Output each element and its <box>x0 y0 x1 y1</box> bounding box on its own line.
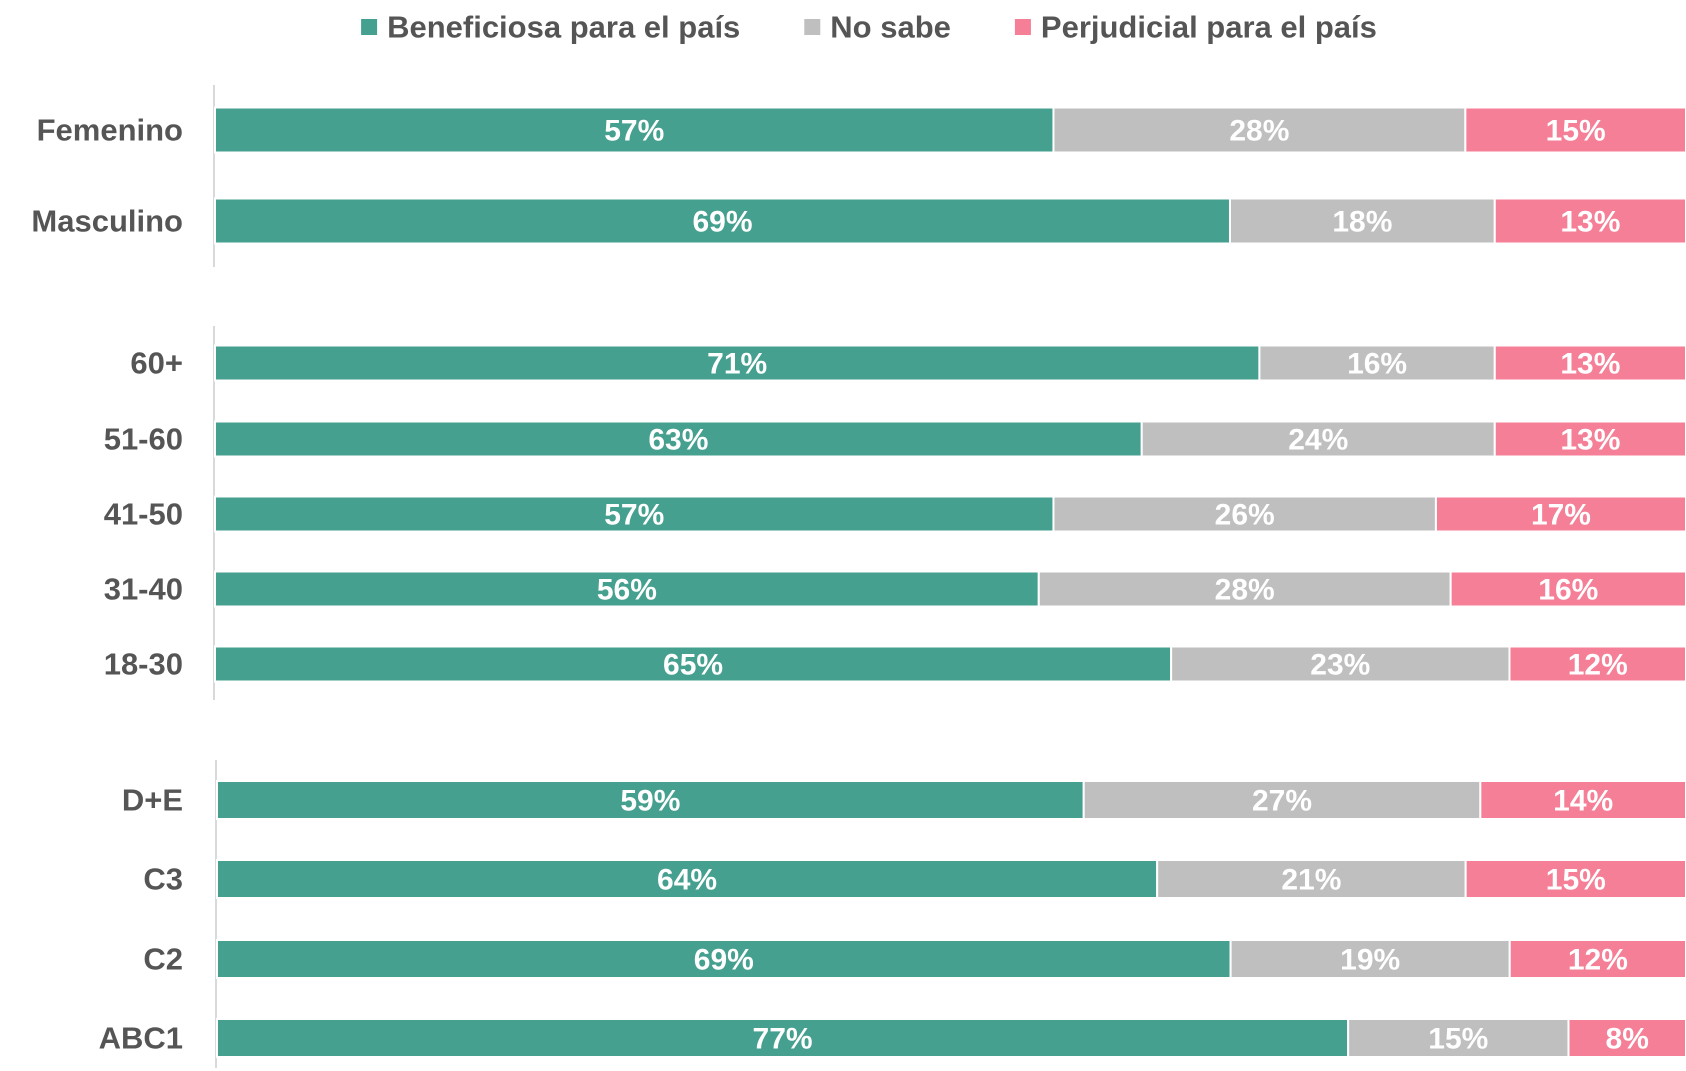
bar-segment <box>214 645 1173 683</box>
bar-segment <box>1493 344 1686 382</box>
data-label: 13% <box>1560 348 1620 381</box>
category-label: 41-50 <box>104 497 183 532</box>
data-label: 63% <box>648 424 708 457</box>
data-label: 15% <box>1428 1023 1488 1056</box>
data-label: 65% <box>663 649 723 682</box>
data-label: 77% <box>753 1023 813 1056</box>
data-label: 13% <box>1560 206 1620 239</box>
data-label: 16% <box>1347 348 1407 381</box>
bar-segment <box>1052 495 1437 533</box>
data-label: 19% <box>1340 944 1400 977</box>
bar-segment <box>216 780 1085 820</box>
data-label: 21% <box>1281 864 1341 897</box>
bar-segment <box>214 106 1055 154</box>
bar-segment <box>214 197 1231 245</box>
category-label: D+E <box>122 783 183 818</box>
data-label: 24% <box>1288 424 1348 457</box>
category-label: 60+ <box>130 346 183 381</box>
bar-segment <box>1508 939 1686 979</box>
category-label: 51-60 <box>104 422 183 457</box>
data-label: 57% <box>604 115 664 148</box>
category-label: C2 <box>143 942 183 977</box>
bar-segment <box>1228 197 1496 245</box>
legend-label: Perjudicial para el país <box>1041 10 1377 45</box>
bar-segment <box>1052 106 1467 154</box>
data-label: 71% <box>707 348 767 381</box>
data-label: 59% <box>620 785 680 818</box>
bar-segment <box>1156 859 1467 899</box>
bar-segment <box>1493 420 1686 458</box>
legend-swatch <box>361 19 378 35</box>
legend-swatch <box>804 19 821 35</box>
bar-segment <box>214 344 1261 382</box>
data-label: 28% <box>1229 115 1289 148</box>
bar-segment <box>1464 106 1686 154</box>
category-label: 31-40 <box>104 572 183 607</box>
data-label: 56% <box>597 574 657 607</box>
data-label: 16% <box>1538 574 1598 607</box>
data-label: 69% <box>694 944 754 977</box>
data-label: 15% <box>1546 864 1606 897</box>
data-label: 64% <box>657 864 717 897</box>
category-label: 18-30 <box>104 647 183 682</box>
category-label: Masculino <box>31 204 183 239</box>
bar-segment <box>1464 859 1686 899</box>
legend-label: Beneficiosa para el país <box>387 10 740 45</box>
data-label: 28% <box>1215 574 1275 607</box>
data-label: 18% <box>1332 206 1392 239</box>
data-label: 15% <box>1546 115 1606 148</box>
data-label: 23% <box>1310 649 1370 682</box>
bar-segment <box>1449 570 1686 608</box>
bar-segment <box>1140 420 1496 458</box>
data-label: 26% <box>1215 499 1275 532</box>
bar-segment <box>1493 197 1686 245</box>
data-label: 12% <box>1568 649 1628 682</box>
category-label: C3 <box>143 862 183 897</box>
bar-segment <box>1434 495 1686 533</box>
legend-swatch <box>1014 19 1031 35</box>
data-label: 27% <box>1252 785 1312 818</box>
bar-segment <box>216 939 1232 979</box>
bar-segment <box>1508 645 1686 683</box>
data-label: 12% <box>1568 944 1628 977</box>
bar-segment <box>1229 939 1511 979</box>
bar-segment <box>1347 1018 1570 1058</box>
data-label: 17% <box>1531 499 1591 532</box>
data-label: 57% <box>604 499 664 532</box>
category-label: ABC1 <box>99 1021 183 1056</box>
data-label: 8% <box>1606 1023 1649 1056</box>
data-label: 14% <box>1553 785 1613 818</box>
bar-segment <box>1170 645 1511 683</box>
category-label: Femenino <box>37 113 183 148</box>
bar-segment <box>1082 780 1482 820</box>
data-label: 13% <box>1560 424 1620 457</box>
data-label: 69% <box>692 206 752 239</box>
legend-label: No sabe <box>830 10 951 45</box>
